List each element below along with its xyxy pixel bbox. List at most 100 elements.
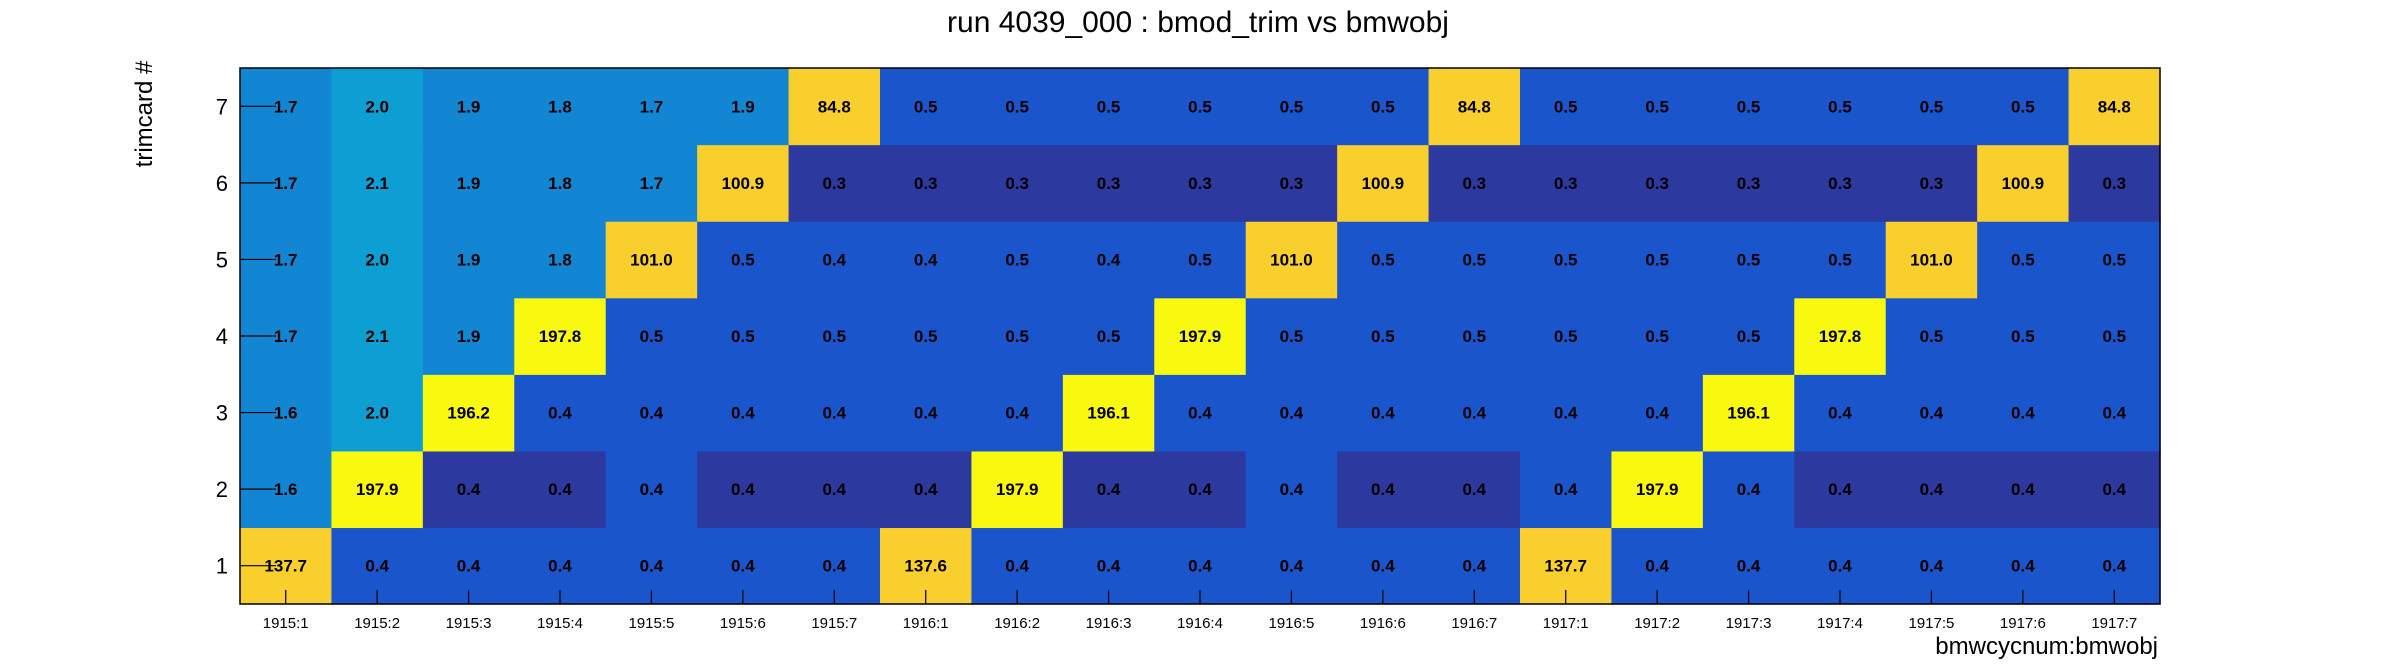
- heatmap-cell: [422, 374, 515, 452]
- heatmap-cell: [880, 450, 973, 529]
- x-axis-title: bmwcycnum:bmwobj: [1935, 633, 2158, 660]
- x-tick-label: 1917:7: [2091, 615, 2137, 632]
- cell-value-label: 0.4: [1097, 557, 1121, 576]
- heatmap-cell: [1611, 297, 1704, 375]
- x-tick-label: 1917:6: [2000, 615, 2046, 632]
- heatmap-cell: [605, 450, 698, 529]
- cell-value-label: 1.8: [548, 250, 572, 269]
- heatmap-cell: [605, 374, 698, 452]
- cell-value-label: 0.5: [822, 327, 846, 346]
- cell-value-label: 0.4: [2011, 557, 2035, 576]
- cell-value-label: 0.4: [1828, 480, 1852, 499]
- x-tick-label: 1916:2: [994, 615, 1040, 632]
- heatmap-cell: [422, 450, 515, 529]
- heatmap-cell: [1062, 297, 1155, 375]
- cell-value-label: 137.7: [1544, 557, 1587, 576]
- heatmap-cell: [1885, 450, 1978, 529]
- heatmap-cell: [1337, 450, 1430, 529]
- cell-value-label: 0.4: [548, 480, 572, 499]
- heatmap-cell: [1245, 374, 1338, 452]
- cell-value-label: 0.4: [1462, 480, 1486, 499]
- cell-value-label: 0.5: [640, 327, 664, 346]
- cell-value-label: 1.9: [457, 250, 481, 269]
- heatmap-cell: [2068, 450, 2161, 529]
- cell-value-label: 0.5: [1828, 97, 1852, 116]
- cell-value-label: 0.4: [1920, 480, 1944, 499]
- cell-value-label: 0.5: [2011, 250, 2035, 269]
- y-tick-label: 5: [216, 247, 228, 272]
- heatmap-cell: [880, 374, 973, 452]
- heatmap-cell: [971, 144, 1064, 222]
- y-tick-label: 3: [216, 401, 228, 426]
- cell-value-label: 0.5: [1828, 250, 1852, 269]
- cell-value-label: 0.5: [1645, 97, 1669, 116]
- x-tick-label: 1916:4: [1177, 615, 1223, 632]
- x-tick-label: 1916:6: [1360, 615, 1406, 632]
- cell-value-label: 0.4: [731, 404, 755, 423]
- heatmap-cell: [697, 297, 790, 375]
- heatmap-cell: [697, 450, 790, 529]
- cell-value-label: 196.2: [447, 404, 490, 423]
- y-tick-label: 4: [216, 324, 228, 349]
- cell-value-label: 0.5: [1737, 327, 1761, 346]
- heatmap-cell: [880, 297, 973, 375]
- cell-value-label: 0.4: [2102, 404, 2126, 423]
- heatmap-cell: [1245, 144, 1338, 222]
- cell-value-label: 0.4: [1920, 557, 1944, 576]
- heatmap-cell: [697, 374, 790, 452]
- cell-value-label: 2.0: [365, 404, 389, 423]
- cell-value-label: 0.4: [1828, 404, 1852, 423]
- heatmap-cell: [605, 68, 698, 146]
- cell-value-label: 0.4: [2011, 480, 2035, 499]
- heatmap-cell: [971, 374, 1064, 452]
- x-tick-label: 1915:1: [263, 615, 309, 632]
- cell-value-label: 0.5: [2102, 250, 2126, 269]
- heatmap-cell: [1154, 374, 1247, 452]
- heatmap-cell: [1885, 144, 1978, 222]
- heatmap-cell: [331, 144, 424, 222]
- cell-value-label: 2.0: [365, 250, 389, 269]
- cell-value-label: 1.7: [640, 97, 664, 116]
- heatmap-cell: [1794, 221, 1887, 299]
- cell-value-label: 0.3: [1737, 174, 1761, 193]
- cell-value-label: 2.1: [365, 327, 389, 346]
- cell-value-label: 0.3: [1188, 174, 1212, 193]
- cell-value-label: 0.4: [640, 480, 664, 499]
- heatmap-cell: [2068, 297, 2161, 375]
- heatmap-cell: [1885, 374, 1978, 452]
- x-tick-label: 1916:5: [1268, 615, 1314, 632]
- heatmap-cell: [1794, 297, 1887, 375]
- heatmap-cell: [1794, 374, 1887, 452]
- heatmap-cell: [788, 144, 881, 222]
- cell-value-label: 0.4: [2102, 557, 2126, 576]
- heatmap-cell: [605, 221, 698, 299]
- cell-value-label: 0.3: [1645, 174, 1669, 193]
- cell-value-label: 0.4: [1920, 404, 1944, 423]
- x-axis: 1915:1 1915:2 1915:3 1915:4 1915:5 1915:6 1915…: [263, 590, 2137, 632]
- x-tick-label: 1915:2: [354, 615, 400, 632]
- cell-value-label: 0.3: [1097, 174, 1121, 193]
- x-tick-label: 1915:6: [720, 615, 766, 632]
- cell-value-label: 0.4: [1371, 404, 1395, 423]
- y-axis: 1 2 3 4 5 6 7: [216, 94, 276, 579]
- heatmap-cell: [2068, 144, 2161, 222]
- heatmap-cell: [697, 68, 790, 146]
- cell-value-label: 1.7: [274, 174, 298, 193]
- cell-value-label: 0.5: [1645, 250, 1669, 269]
- cell-value-label: 0.4: [1554, 480, 1578, 499]
- cell-value-label: 0.5: [1554, 327, 1578, 346]
- cell-value-label: 0.5: [2011, 97, 2035, 116]
- cell-value-label: 0.4: [640, 557, 664, 576]
- cell-value-label: 0.3: [1462, 174, 1486, 193]
- heatmap-cell: [1885, 221, 1978, 299]
- cell-value-label: 0.4: [1097, 250, 1121, 269]
- heatmap-cell: [1611, 221, 1704, 299]
- heatmap-cell: [331, 221, 424, 299]
- heatmap-cell: [422, 68, 515, 146]
- cell-value-label: 0.4: [1005, 557, 1029, 576]
- cell-value-label: 0.4: [1188, 480, 1212, 499]
- cell-value-label: 0.4: [1737, 557, 1761, 576]
- cell-value-label: 0.5: [1737, 97, 1761, 116]
- cell-value-label: 0.4: [731, 557, 755, 576]
- heatmap-cell: [1245, 297, 1338, 375]
